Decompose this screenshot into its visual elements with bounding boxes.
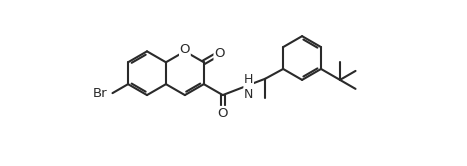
Text: Br: Br <box>93 87 107 100</box>
Text: H
N: H N <box>244 73 254 101</box>
Text: O: O <box>218 107 228 120</box>
Text: O: O <box>214 47 225 60</box>
Text: O: O <box>180 43 190 56</box>
